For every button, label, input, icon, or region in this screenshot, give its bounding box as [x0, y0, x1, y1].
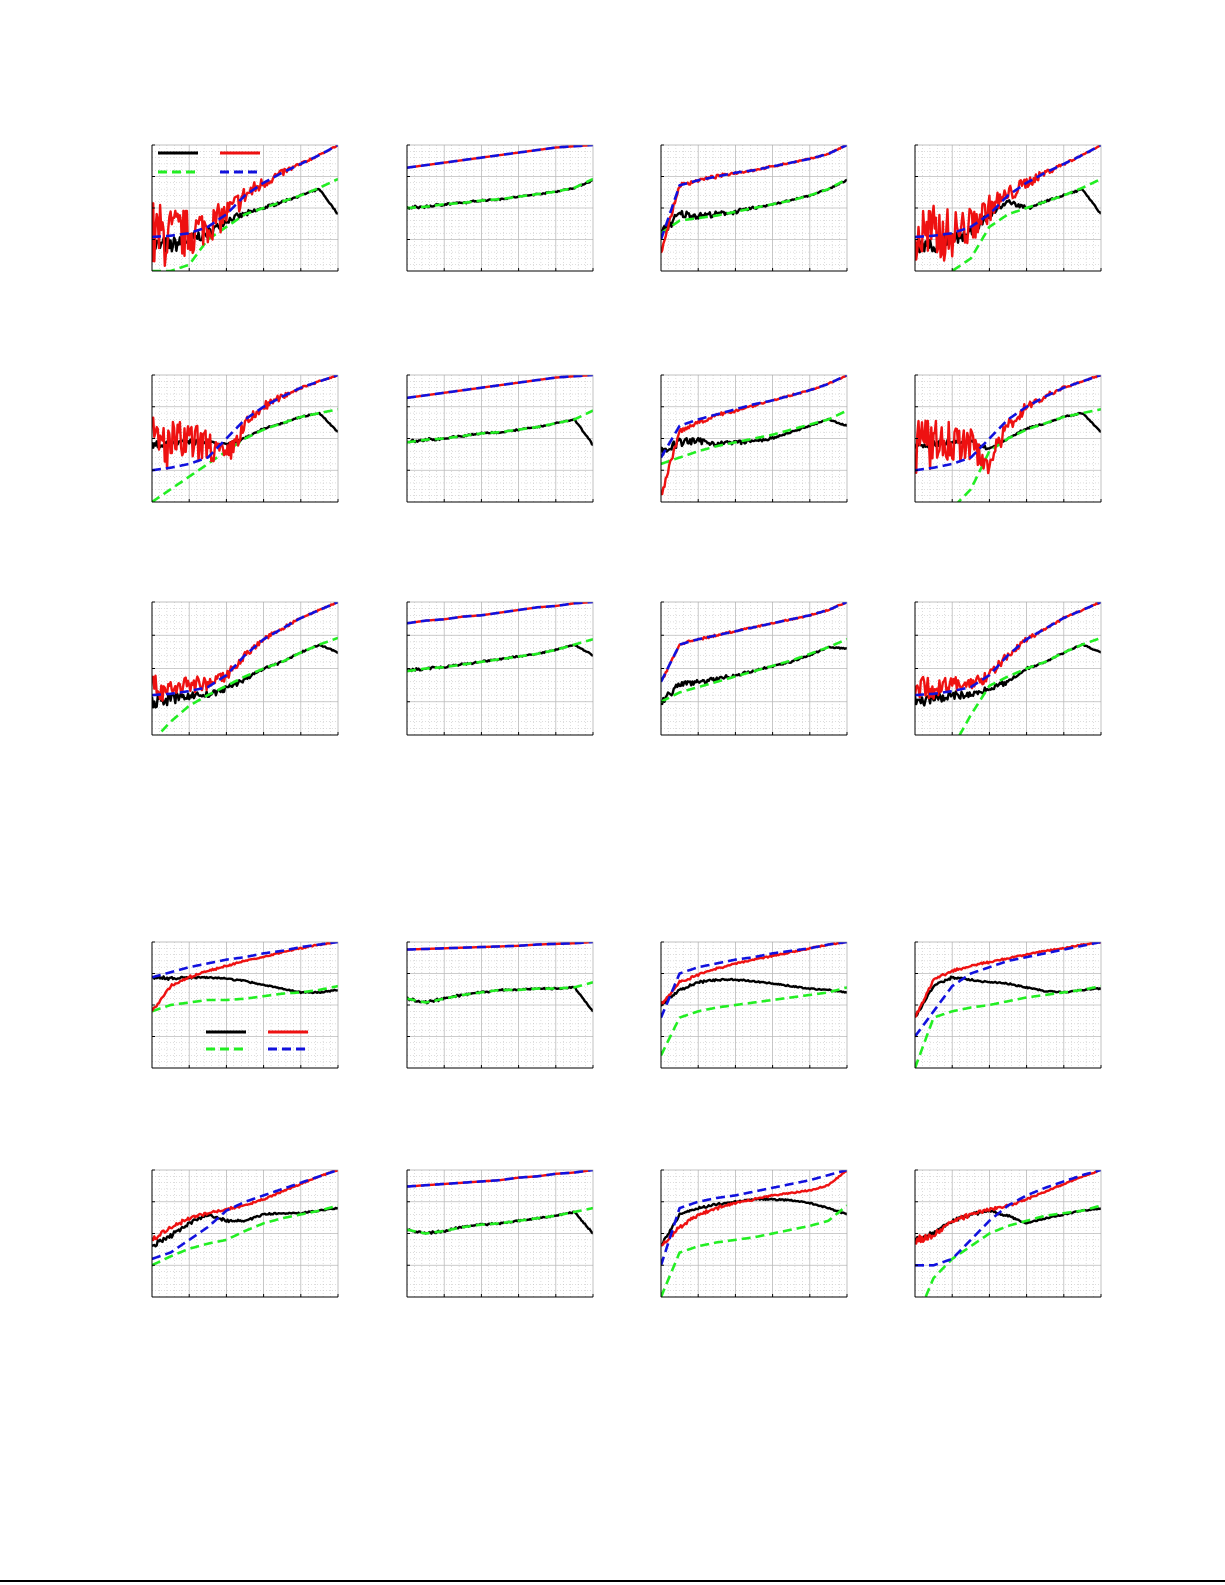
grid	[661, 602, 847, 735]
series-line-2	[915, 375, 1101, 475]
series-line-3	[407, 637, 593, 673]
series-line-4	[152, 145, 338, 239]
series-line-2	[152, 942, 338, 1012]
page-bottom-rule	[0, 1580, 1225, 1582]
series-line-4	[661, 1170, 847, 1266]
series-line-4	[915, 145, 1101, 239]
series-line-3	[924, 1204, 1101, 1297]
grid	[152, 1170, 338, 1297]
subplot-3-1	[151, 601, 339, 736]
series-line-3	[407, 981, 593, 1004]
series-line-4	[152, 375, 338, 472]
subplot-1-3	[660, 144, 848, 272]
series-line-1	[915, 975, 1101, 1018]
subplot-4-3	[660, 941, 848, 1069]
series-line-4	[407, 942, 593, 951]
series-line-3	[958, 636, 1101, 735]
series-line-2	[915, 942, 1101, 1018]
grid	[915, 942, 1101, 1068]
series-line-3	[915, 984, 1101, 1068]
series-line-4	[915, 1170, 1101, 1267]
series-line-3	[949, 177, 1101, 271]
series-line-1	[152, 1206, 338, 1248]
series-line-3	[661, 638, 847, 703]
series-line-4	[661, 942, 847, 1019]
series-line-2	[915, 602, 1101, 700]
grid	[407, 602, 593, 735]
subplot-3-3	[660, 601, 848, 736]
subplot-5-4	[914, 1169, 1102, 1298]
series-line-4	[152, 1170, 338, 1261]
series-line-2	[152, 375, 338, 470]
grid	[915, 1170, 1101, 1297]
series-line-4	[407, 602, 593, 625]
subplot-2-3	[660, 374, 848, 503]
series-line-4	[661, 145, 847, 240]
subplot-1-4	[914, 144, 1102, 272]
series-line-2	[152, 145, 338, 268]
series-line-4	[152, 942, 338, 979]
subplot-5-3	[660, 1169, 848, 1298]
series-line-2	[152, 602, 338, 702]
subplot-5-1	[151, 1169, 339, 1298]
grid	[407, 942, 593, 1068]
series-line-3	[407, 1206, 593, 1235]
series-line-1	[661, 417, 847, 456]
series-line-2	[915, 145, 1101, 262]
series-line-4	[661, 602, 847, 683]
series-line-3	[956, 408, 1101, 502]
series-line-4	[915, 602, 1101, 697]
subplot-2-1	[151, 374, 339, 503]
legend	[206, 1030, 308, 1051]
subplot-4-4	[914, 941, 1102, 1069]
series-line-2	[661, 375, 847, 496]
series-line-4	[407, 1170, 593, 1188]
series-line-3	[407, 409, 593, 444]
series-line-3	[661, 177, 847, 235]
subplot-1-2	[406, 144, 594, 272]
series-line-3	[156, 636, 338, 735]
series-line-3	[152, 1204, 338, 1267]
subplot-5-2	[406, 1169, 594, 1298]
series-line-3	[661, 1204, 847, 1297]
series-line-4	[915, 942, 1101, 1038]
subplot-2-4	[914, 374, 1102, 503]
series-line-2	[661, 145, 847, 254]
series-line-1	[661, 977, 847, 1007]
grid	[915, 602, 1101, 735]
grid	[152, 602, 338, 735]
series-line-1	[661, 1197, 847, 1247]
subplot-3-2	[406, 601, 594, 736]
series-line-4	[407, 145, 593, 169]
series-line-1	[661, 178, 847, 234]
grid	[661, 145, 847, 271]
grid	[407, 1170, 593, 1297]
subplot-4-2	[406, 941, 594, 1069]
subplot-2-2	[406, 374, 594, 503]
series-line-3	[152, 984, 338, 1013]
grid	[661, 375, 847, 502]
subplot-3-4	[914, 601, 1102, 736]
series-line-3	[407, 177, 593, 210]
series-line-4	[152, 602, 338, 697]
grid	[152, 145, 338, 271]
series-line-1	[661, 645, 847, 706]
grid	[152, 942, 338, 1068]
series-line-3	[152, 177, 338, 271]
series-line-4	[407, 375, 593, 400]
series-line-4	[661, 375, 847, 459]
series-line-3	[661, 409, 847, 466]
legend	[158, 151, 260, 174]
series-line-2	[661, 1170, 847, 1247]
grid	[407, 145, 593, 271]
subplot-4-1	[151, 941, 339, 1069]
series-line-3	[661, 986, 847, 1056]
series-line-4	[915, 375, 1101, 472]
series-line-3	[152, 408, 338, 502]
subplot-1-1	[151, 144, 339, 272]
